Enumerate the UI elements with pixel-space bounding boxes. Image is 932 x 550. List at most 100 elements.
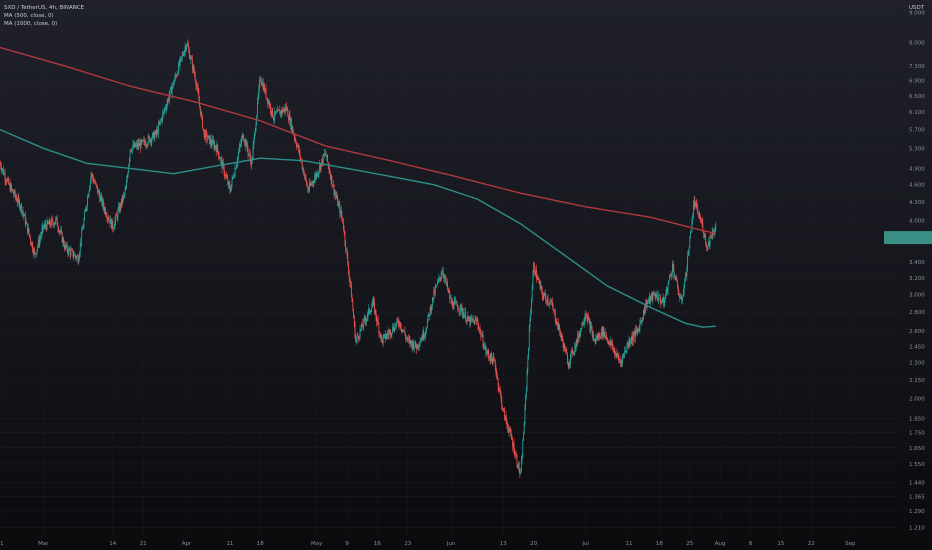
candle-body bbox=[579, 334, 581, 336]
time-axis[interactable]: 21 Mar 14 21 Apr 11 18 May 9 16 23 Jun 13 20 Jul 11 18 25… bbox=[0, 541, 856, 547]
candle-body bbox=[708, 241, 709, 247]
candle-body bbox=[201, 112, 203, 116]
candle-body bbox=[165, 108, 166, 109]
candle-body bbox=[488, 353, 490, 358]
candle-body bbox=[7, 178, 9, 180]
candle-body bbox=[263, 85, 265, 91]
candle-body bbox=[452, 301, 454, 308]
candle-body bbox=[486, 350, 488, 353]
candle-body bbox=[32, 250, 34, 255]
candle-body bbox=[533, 262, 535, 272]
candle-body bbox=[160, 120, 161, 122]
candle-body bbox=[190, 57, 192, 60]
candle-body bbox=[560, 336, 562, 337]
candle-body bbox=[238, 146, 240, 153]
candle-body bbox=[687, 256, 688, 269]
candle-body bbox=[309, 183, 311, 186]
legend-ma-fast[interactable]: MA (1000, close, 0) bbox=[4, 21, 58, 27]
candle-body bbox=[353, 309, 354, 319]
candle-body bbox=[307, 187, 309, 192]
candle-body bbox=[582, 322, 584, 325]
candle-body bbox=[282, 109, 284, 113]
time-tick-label: Jun bbox=[446, 541, 456, 547]
candle-body bbox=[274, 111, 276, 119]
legend-symbol[interactable]: SXD / TetherUS, 4h, BINANCE bbox=[4, 5, 85, 11]
candle-body bbox=[622, 354, 624, 357]
candle-body bbox=[379, 332, 381, 338]
candle-body bbox=[319, 165, 320, 172]
candle-body bbox=[371, 307, 373, 312]
candle-body bbox=[395, 325, 396, 327]
candle-body bbox=[141, 140, 143, 142]
candle-body bbox=[472, 318, 474, 321]
candle-body bbox=[400, 328, 402, 330]
candle-body bbox=[284, 107, 286, 112]
candle-body bbox=[686, 268, 688, 276]
candle-body bbox=[563, 343, 565, 349]
time-tick-label: 9 bbox=[345, 541, 349, 547]
candle-body bbox=[183, 55, 185, 56]
candle-body bbox=[155, 130, 157, 135]
candle-body bbox=[455, 300, 456, 303]
candle-body bbox=[480, 330, 482, 337]
candle-body bbox=[615, 352, 617, 358]
candle-body bbox=[115, 214, 117, 221]
candle-body bbox=[575, 340, 577, 349]
candle-body bbox=[690, 232, 691, 237]
candle-body bbox=[228, 181, 229, 185]
candle-body bbox=[525, 387, 527, 396]
candle-body bbox=[583, 321, 585, 323]
candle-body bbox=[401, 329, 403, 332]
candle-body bbox=[111, 220, 113, 229]
candle-body bbox=[216, 144, 218, 152]
candle-body bbox=[473, 320, 474, 321]
candle-body bbox=[144, 139, 146, 143]
candle-body bbox=[547, 298, 549, 304]
candle-body bbox=[223, 166, 225, 175]
legend-ma-slow[interactable]: MA (500, close, 0) bbox=[4, 13, 54, 19]
candle-body bbox=[483, 345, 485, 349]
last-price-tag[interactable] bbox=[884, 231, 932, 245]
candle-body bbox=[289, 114, 291, 125]
price-axis[interactable]: 9.000 8.000 7.300 6.900 6.500 6.100 5.700 5.300… bbox=[884, 5, 932, 531]
candle-body bbox=[218, 156, 220, 158]
candle-body bbox=[367, 311, 369, 317]
candle-body bbox=[489, 357, 490, 359]
candle-body bbox=[408, 339, 410, 340]
candle-body bbox=[300, 157, 302, 160]
candle-body bbox=[670, 275, 672, 276]
candle-body bbox=[207, 135, 209, 139]
candle-body bbox=[29, 234, 31, 237]
candle-body bbox=[437, 280, 439, 282]
candle-body bbox=[557, 322, 558, 325]
candle-body bbox=[137, 143, 139, 147]
candle-body bbox=[447, 289, 449, 291]
candle-body bbox=[591, 328, 593, 337]
candle-body bbox=[614, 349, 615, 355]
candle-body bbox=[442, 270, 443, 275]
candle-body bbox=[491, 358, 493, 365]
candle-body bbox=[93, 181, 95, 183]
candle-body bbox=[578, 334, 579, 340]
candle-body bbox=[365, 320, 367, 322]
candle-body bbox=[348, 273, 350, 278]
candle-body bbox=[559, 324, 561, 331]
candle-body bbox=[273, 118, 275, 120]
candle-body bbox=[656, 293, 657, 298]
candle-body bbox=[61, 232, 63, 243]
candle-body bbox=[81, 230, 83, 243]
candle-body bbox=[414, 341, 416, 348]
candle-body bbox=[247, 148, 249, 154]
candle-body bbox=[42, 224, 44, 230]
candle-body bbox=[114, 220, 116, 227]
candle-body bbox=[35, 253, 37, 255]
candle-body bbox=[552, 306, 554, 310]
candle-body bbox=[342, 217, 344, 223]
candle-body bbox=[16, 201, 18, 203]
candle-body bbox=[542, 295, 544, 299]
candle-body bbox=[422, 331, 424, 340]
candle-body bbox=[3, 173, 5, 175]
candle-body bbox=[246, 142, 247, 148]
